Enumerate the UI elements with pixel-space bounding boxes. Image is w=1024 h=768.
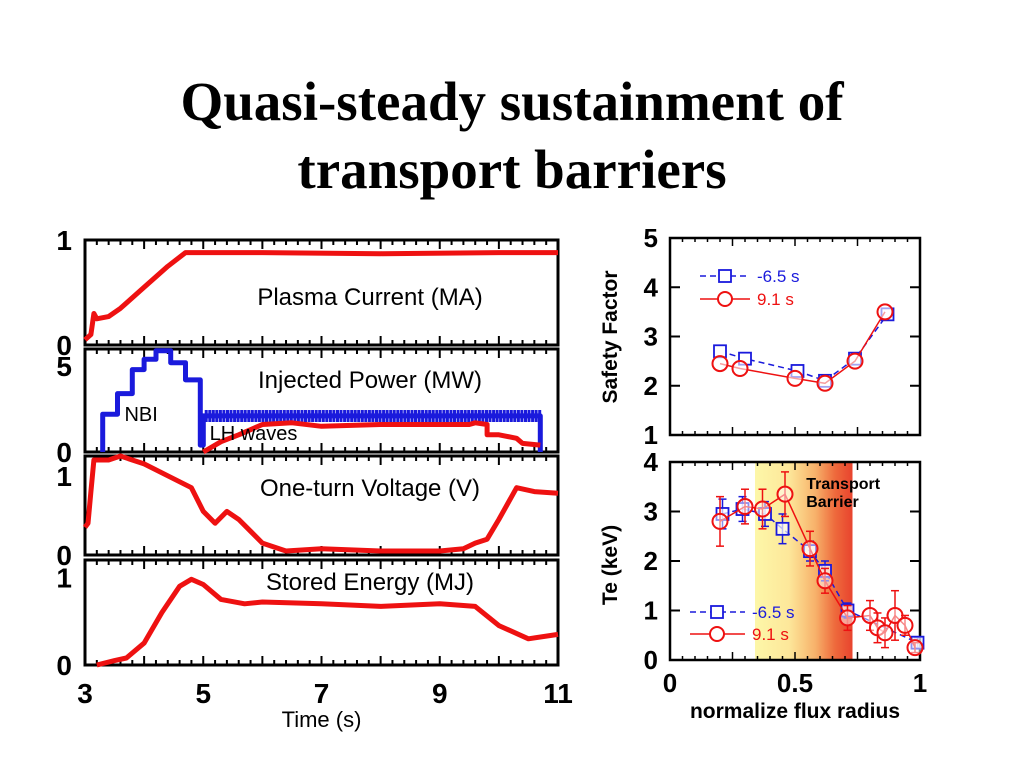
x-axis-title: Time (s): [282, 707, 362, 732]
data-point: [896, 616, 914, 634]
data-point: [775, 521, 790, 536]
y-tick-label: 1: [56, 461, 72, 492]
series-line: [202, 420, 541, 455]
x-tick-label: 9: [432, 678, 448, 709]
y-tick-label: 0: [56, 330, 72, 361]
y-tick-label: 4: [644, 447, 659, 477]
legend-label: -6.5 s: [752, 603, 795, 622]
series-line: [100, 348, 543, 452]
y-tick-label: 0: [56, 540, 72, 571]
data-point: [711, 512, 729, 530]
x-tick-label: 11: [543, 678, 573, 709]
data-point: [839, 609, 856, 627]
x-tick-label: 5: [195, 678, 211, 709]
data-point: [786, 369, 804, 387]
legend-marker: [710, 605, 724, 619]
barrier-label: Barrier: [806, 494, 858, 511]
legend-label: 9.1 s: [757, 290, 794, 309]
data-point: [776, 485, 794, 503]
data-point: [876, 624, 894, 642]
barrier-label: Transport: [806, 476, 880, 493]
data-point: [816, 374, 834, 392]
panel-label: Stored Energy (MJ): [266, 569, 474, 596]
y-tick-label: 0: [56, 650, 72, 681]
legend-label: 9.1 s: [752, 625, 789, 644]
legend-marker: [718, 269, 732, 283]
data-point: [801, 540, 819, 558]
x-tick-label: 7: [314, 678, 330, 709]
transport-barrier-band: [755, 462, 853, 660]
data-point: [754, 500, 771, 518]
y-axis-title: Safety Factor: [599, 270, 622, 403]
data-point: [816, 572, 834, 590]
slide-title-line-1: Quasi-steady sustainment of: [180, 71, 844, 132]
y-tick-label: 5: [56, 351, 72, 382]
data-point: [711, 355, 729, 373]
y-tick-label: 0: [644, 645, 658, 675]
y-tick-label: 2: [644, 371, 658, 401]
y-tick-label: 3: [644, 322, 658, 352]
series-line: [83, 453, 559, 554]
series-line: [83, 250, 558, 342]
y-tick-label: 4: [644, 272, 659, 302]
legend-marker: [717, 291, 733, 307]
legend-marker: [709, 626, 725, 642]
x-tick-label: 0: [663, 668, 677, 698]
y-axis-title: Te (keV): [599, 525, 622, 605]
y-tick-label: 3: [644, 497, 658, 527]
y-tick-label: 1: [644, 420, 658, 450]
data-point: [846, 352, 864, 370]
y-tick-label: 1: [56, 563, 72, 594]
panel-annotation: NBI: [124, 404, 157, 426]
panel-label: Plasma Current (MA): [257, 284, 482, 311]
y-tick-label: 5: [644, 223, 658, 253]
y-tick-label: 0: [56, 437, 72, 468]
y-tick-label: 2: [644, 546, 658, 576]
y-tick-label: 1: [644, 596, 658, 626]
data-point: [731, 360, 749, 378]
y-tick-label: 1: [56, 225, 72, 256]
data-point: [876, 303, 894, 321]
data-point: [906, 639, 924, 657]
x-tick-label: 1: [913, 668, 927, 698]
panel-label: Injected Power (MW): [258, 367, 482, 394]
x-axis-title: normalize flux radius: [690, 700, 900, 723]
panel-annotation: LH waves: [210, 423, 298, 445]
series-line: [96, 576, 559, 668]
slide-title-line-2: transport barriers: [297, 139, 727, 200]
panel-label: One-turn Voltage (V): [260, 475, 480, 502]
x-tick-label: 3: [77, 678, 93, 709]
legend-label: -6.5 s: [757, 267, 800, 286]
slide-title: Quasi-steady sustainment of transport ba…: [0, 68, 1024, 204]
data-point: [736, 498, 754, 516]
series-ripple: [204, 409, 542, 422]
x-tick-label: 0.5: [777, 668, 813, 698]
